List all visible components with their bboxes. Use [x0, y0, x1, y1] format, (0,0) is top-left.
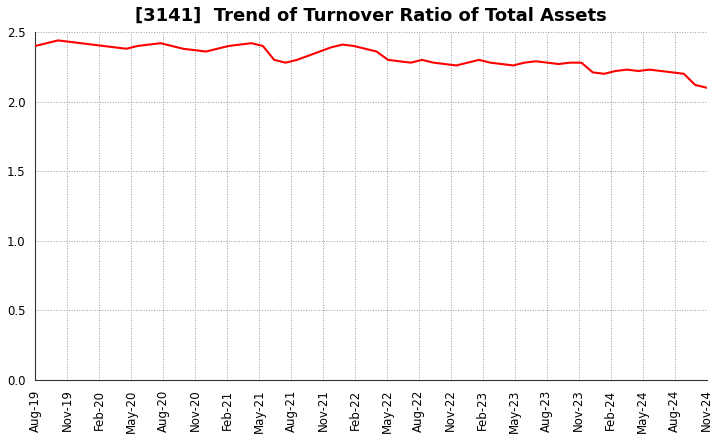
Title: [3141]  Trend of Turnover Ratio of Total Assets: [3141] Trend of Turnover Ratio of Total … [135, 7, 607, 25]
